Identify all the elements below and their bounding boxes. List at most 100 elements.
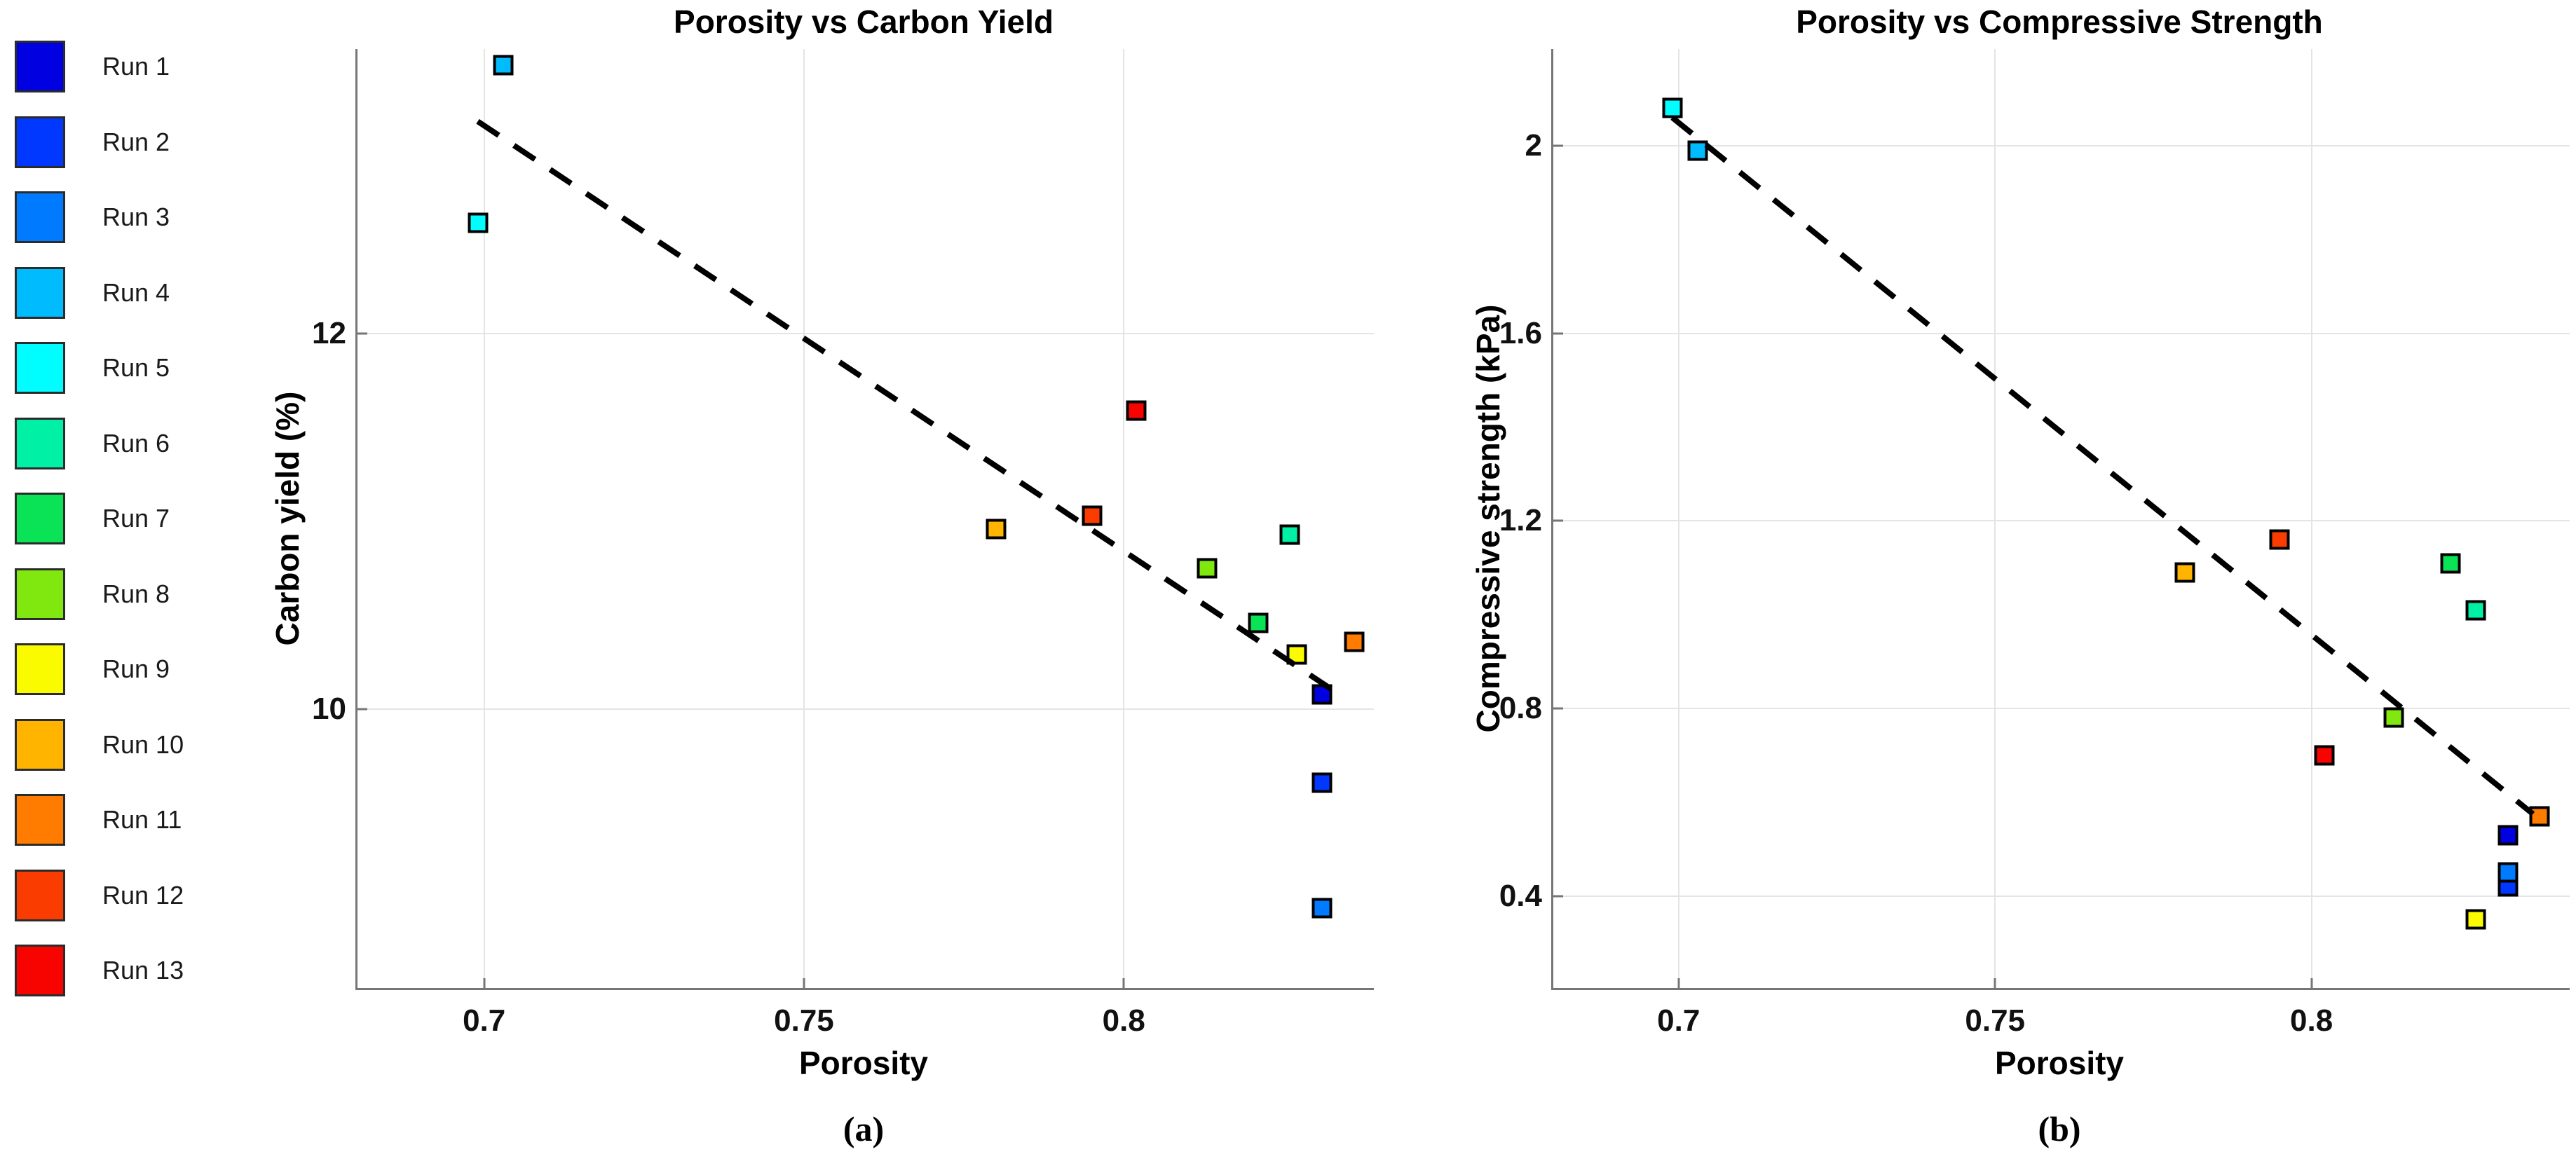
y-gridline (1553, 332, 2570, 334)
y-tick-mark (1553, 707, 1563, 710)
legend-swatch-icon (15, 41, 65, 92)
legend-label: Run 4 (102, 277, 170, 307)
y-tick-label: 1.6 (1499, 315, 1542, 350)
scatter-point-run-5 (468, 212, 489, 233)
y-tick-label: 0.8 (1499, 691, 1542, 726)
x-tick-mark (1122, 978, 1125, 988)
legend-label: Run 9 (102, 654, 170, 683)
legend-swatch-icon (15, 493, 65, 544)
legend-swatch-icon (15, 869, 65, 921)
legend-swatch-icon (15, 718, 65, 771)
y-tick-mark (1553, 519, 1563, 522)
y-axis-label-b: Compressive strength (kPa) (1470, 304, 1506, 733)
legend-swatch-icon (15, 266, 65, 319)
legend-label: Run 12 (102, 880, 184, 910)
y-gridline (1553, 708, 2570, 710)
legend-swatch-icon (15, 643, 65, 695)
x-tick-mark (1677, 978, 1680, 988)
chart-title-b: Porosity vs Compressive Strength (1796, 4, 2323, 40)
legend-swatch-icon (15, 945, 65, 996)
legend-label: Run 8 (102, 579, 170, 608)
y-tick-label: 12 (312, 316, 346, 351)
x-tick-label: 0.7 (1657, 1003, 1701, 1038)
trend-line-dashed (1670, 115, 2535, 816)
scatter-point-run-7 (2440, 553, 2461, 574)
chart-title-a: Porosity vs Carbon Yield (674, 4, 1054, 40)
scatter-point-run-13 (2314, 745, 2335, 766)
x-axis-label-a: Porosity (798, 1045, 929, 1081)
scatter-point-run-10 (2174, 562, 2195, 583)
y-gridline (1553, 895, 2570, 897)
legend-label: Run 5 (102, 353, 170, 382)
y-gridline (1553, 520, 2570, 522)
y-gridline (357, 708, 1374, 711)
legend-swatch-icon (15, 116, 65, 168)
y-tick-mark (1553, 332, 1563, 335)
scatter-point-run-8 (1197, 558, 1218, 579)
y-tick-mark (357, 708, 367, 711)
plot-area-a: 0.7 0.75 0.8 10 12 (312, 49, 1374, 1038)
legend-label: Run 2 (102, 127, 170, 156)
y-tick-label: 1.2 (1499, 503, 1542, 538)
scatter-point-run-12 (2269, 529, 2290, 550)
x-gridline (803, 49, 805, 988)
scatter-point-run-11 (2529, 806, 2550, 827)
legend-swatch-icon (15, 568, 65, 620)
scatter-point-run-10 (986, 519, 1007, 540)
x-gridline (1994, 49, 1996, 988)
x-tick-mark (483, 978, 486, 988)
scatter-point-run-7 (1248, 612, 1269, 633)
legend-swatch-icon (15, 794, 65, 846)
x-tick-label: 0.8 (1102, 1003, 1145, 1038)
scatter-point-run-6 (2465, 600, 2486, 621)
y-tick-mark (1553, 144, 1563, 147)
y-tick-mark (1553, 895, 1563, 898)
scatter-point-run-8 (2383, 707, 2404, 728)
trend-line-dashed (476, 118, 1347, 701)
legend: Run 1 Run 2 Run 3 Run 4 Run 5 Run 6 Run 7 Run 8… (0, 0, 294, 1173)
y-gridline (1553, 144, 2570, 146)
legend-label: Run 10 (102, 729, 184, 759)
legend-label: Run 7 (102, 504, 170, 533)
legend-label: Run 6 (102, 428, 170, 458)
scatter-point-run-4 (493, 55, 514, 76)
panel-caption-b: (b) (2038, 1109, 2081, 1148)
x-gridline (2310, 49, 2312, 988)
y-tick-label: 2 (1525, 128, 1542, 163)
scatter-point-run-2 (1311, 772, 1333, 793)
scatter-point-run-11 (1344, 631, 1365, 652)
scatter-point-run-1 (2497, 825, 2519, 846)
scatter-point-run-6 (1279, 524, 1300, 545)
x-tick-label: 0.75 (774, 1003, 834, 1038)
x-tick-label: 0.75 (1965, 1003, 2026, 1038)
legend-label: Run 13 (102, 956, 184, 985)
x-axis-label-b: Porosity (1994, 1045, 2125, 1081)
legend-swatch-icon (15, 417, 65, 469)
scatter-point-run-13 (1126, 400, 1147, 421)
legend-swatch-icon (15, 191, 65, 243)
x-tick-label: 0.7 (463, 1003, 506, 1038)
y-axis-label-a: Carbon yield (%) (269, 391, 306, 646)
x-tick-mark (2310, 978, 2313, 988)
legend-label: Run 1 (102, 52, 170, 81)
scatter-point-run-3 (1311, 898, 1333, 919)
legend-label: Run 3 (102, 203, 170, 231)
scatter-point-run-5 (1662, 97, 1683, 118)
x-tick-mark (1994, 978, 1996, 988)
scatter-point-run-12 (1082, 505, 1103, 526)
legend-swatch-icon (15, 342, 65, 394)
panel-caption-a: (a) (843, 1109, 885, 1148)
y-tick-label: 10 (312, 692, 346, 727)
x-gridline (1123, 49, 1125, 988)
scatter-point-run-3 (2497, 862, 2519, 883)
scatter-point-run-9 (2465, 909, 2486, 930)
scatter-point-run-4 (1687, 140, 1708, 161)
y-tick-mark (357, 332, 367, 335)
x-gridline (483, 49, 485, 988)
y-gridline (357, 333, 1374, 335)
y-tick-label: 0.4 (1499, 878, 1542, 913)
x-tick-mark (803, 978, 805, 988)
legend-label: Run 11 (102, 805, 182, 834)
x-tick-label: 0.8 (2290, 1003, 2333, 1038)
